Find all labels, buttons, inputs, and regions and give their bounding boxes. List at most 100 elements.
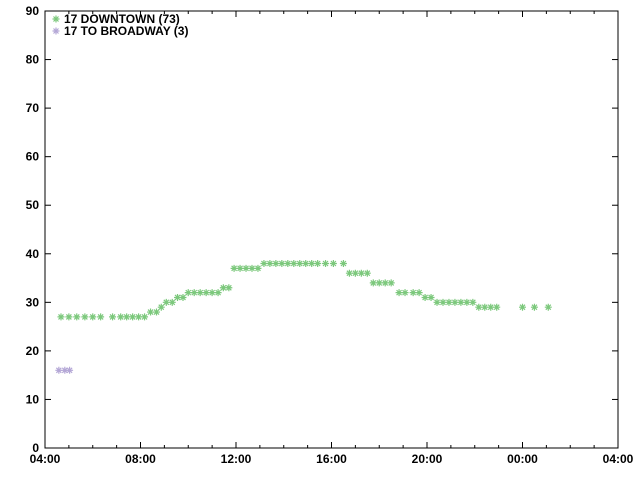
data-point-marker [381, 279, 389, 287]
data-point-marker [439, 298, 447, 306]
data-point-marker [73, 313, 81, 321]
tick-label: 0 [32, 441, 39, 455]
data-point-marker [290, 259, 298, 267]
data-point-marker [208, 289, 216, 297]
tick-label: 80 [26, 53, 40, 67]
data-point-marker [157, 303, 165, 311]
data-point-marker [65, 313, 73, 321]
data-point-marker [296, 259, 304, 267]
data-point-marker [519, 303, 526, 311]
data-point-marker [272, 259, 280, 267]
data-point-marker [427, 293, 435, 301]
legend-label-downtown: 17 DOWNTOWN (73) [64, 12, 180, 26]
data-point-marker [184, 289, 192, 297]
data-point-marker [219, 284, 227, 292]
data-point-marker [141, 313, 149, 321]
data-point-marker [339, 259, 347, 267]
axis-ticks [44, 10, 619, 449]
data-point-marker [544, 303, 552, 311]
data-point-marker [421, 293, 429, 301]
data-point-marker [433, 298, 441, 306]
data-point-marker [242, 264, 250, 272]
data-point-marker [162, 298, 170, 306]
data-point-marker [97, 313, 105, 321]
data-point-marker [254, 264, 262, 272]
data-point-marker [225, 284, 233, 292]
data-point-marker [284, 259, 292, 267]
data-point-marker [117, 313, 125, 321]
data-point-marker [308, 259, 316, 267]
tick-label: 50 [26, 198, 40, 212]
data-point-marker [260, 259, 268, 267]
tick-label: 70 [26, 101, 40, 115]
data-point-marker [302, 259, 310, 267]
legend: 17 DOWNTOWN (73) 17 TO BROADWAY (3) [52, 12, 188, 38]
legend-label-broadway: 17 TO BROADWAY (3) [64, 24, 188, 38]
tick-label: 20 [26, 344, 40, 358]
data-point-marker [61, 366, 69, 374]
tick-label: 30 [26, 295, 40, 309]
data-point-marker [236, 264, 244, 272]
data-point-marker [357, 269, 365, 277]
data-point-marker [230, 264, 238, 272]
data-point-marker [152, 308, 160, 316]
data-point-marker [409, 289, 417, 297]
tick-label: 12:00 [221, 452, 252, 466]
legend-marker-broadway-icon [52, 27, 60, 35]
data-point-marker [415, 289, 423, 297]
data-point-marker [401, 289, 409, 297]
plot-border [44, 10, 619, 449]
data-point-marker [147, 308, 155, 316]
data-point-marker [190, 289, 198, 297]
tick-label: 60 [26, 150, 40, 164]
data-point-marker [57, 313, 65, 321]
data-point-marker [89, 313, 97, 321]
tick-label: 04:00 [30, 452, 61, 466]
data-point-marker [214, 289, 222, 297]
data-point-marker [387, 279, 395, 287]
data-point-marker [395, 289, 403, 297]
data-point-marker [530, 303, 538, 311]
data-point-marker [463, 298, 471, 306]
data-point-marker [322, 259, 330, 267]
data-point-marker [475, 303, 483, 311]
data-point-marker [135, 313, 143, 321]
tick-label: 08:00 [125, 452, 156, 466]
data-point-marker [202, 289, 210, 297]
tick-label: 90 [26, 4, 40, 18]
data-point-marker [314, 259, 322, 267]
scatter-points [55, 259, 552, 374]
data-point-marker [81, 313, 89, 321]
data-point-marker [351, 269, 359, 277]
data-point-marker [179, 293, 187, 301]
data-point-marker [52, 15, 60, 23]
data-point-marker [451, 298, 459, 306]
data-point-marker [52, 27, 60, 35]
data-point-marker [168, 298, 176, 306]
data-point-marker [487, 303, 495, 311]
data-point-marker [109, 313, 117, 321]
data-point-marker [375, 279, 383, 287]
data-point-marker [363, 269, 371, 277]
data-point-marker [55, 366, 63, 374]
data-point-marker [469, 298, 477, 306]
data-point-marker [66, 366, 74, 374]
data-point-marker [481, 303, 489, 311]
tick-label: 40 [26, 247, 40, 261]
data-point-marker [278, 259, 286, 267]
data-point-marker [345, 269, 353, 277]
data-point-marker [123, 313, 131, 321]
data-point-marker [196, 289, 204, 297]
tick-label: 04:00 [603, 452, 634, 466]
data-point-marker [329, 259, 337, 267]
tick-label: 10 [26, 392, 40, 406]
tick-label: 16:00 [316, 452, 347, 466]
data-point-marker [266, 259, 274, 267]
tick-label: 20:00 [412, 452, 443, 466]
data-point-marker [457, 298, 465, 306]
data-point-marker [369, 279, 377, 287]
tick-label: 00:00 [507, 452, 538, 466]
